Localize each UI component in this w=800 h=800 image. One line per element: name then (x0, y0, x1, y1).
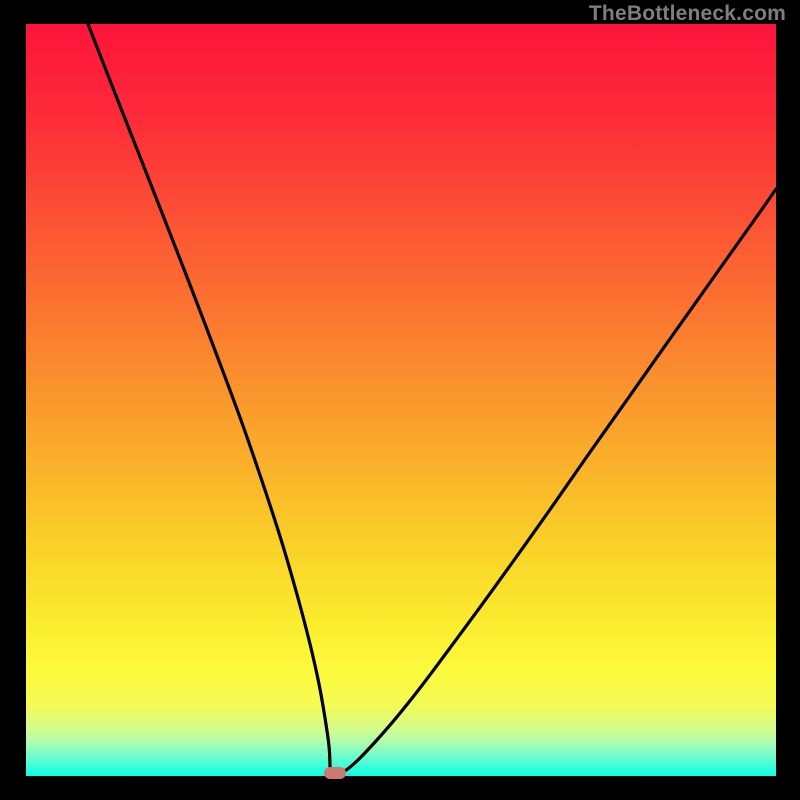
watermark-text: TheBottleneck.com (589, 2, 786, 26)
gradient-plot-area (26, 24, 776, 776)
optimal-point-marker (324, 767, 346, 779)
bottleneck-chart (0, 0, 800, 800)
